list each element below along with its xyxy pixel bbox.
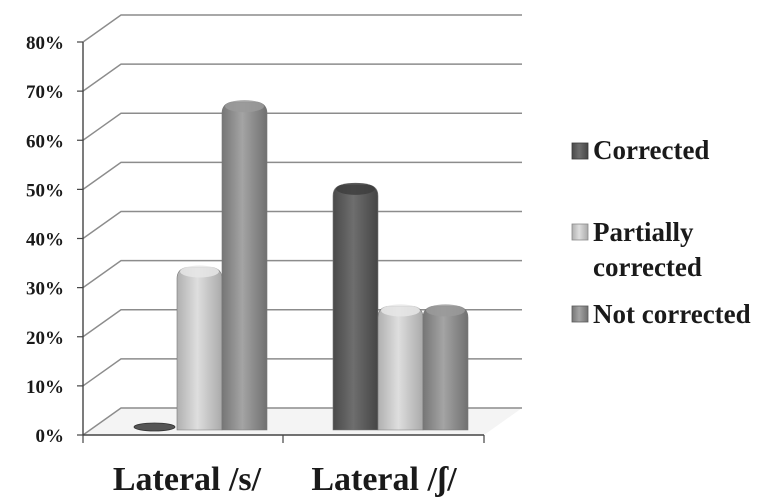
gridline: [82, 210, 522, 240]
gridline: [82, 161, 522, 190]
gridline: [82, 14, 522, 43]
y-tick-label: 10%: [26, 377, 64, 398]
x-tick-label-lateral-sh: Lateral /ʃ/: [311, 461, 457, 498]
bar-not-corrected-1: [221, 100, 268, 431]
bar-not-corrected-2: [422, 304, 469, 431]
gridline: [82, 112, 522, 141]
y-tick-label: 50%: [26, 180, 64, 201]
legend-label-corrected: Corrected: [593, 135, 709, 165]
legend-label-corrected-line2: corrected: [593, 252, 702, 282]
y-tick-label: 60%: [26, 131, 64, 152]
y-axis-ticks: 0% 10% 20% 30% 40% 50% 60% 70% 80%: [26, 33, 83, 447]
gridline: [82, 259, 522, 289]
legend-label-partially: Partially: [593, 217, 694, 247]
legend-swatch-not-corrected: [571, 305, 589, 323]
bar-corrected-1: [133, 422, 176, 432]
legend-label-not-corrected: Not corrected: [593, 299, 751, 329]
legend: Corrected Partially corrected Not correc…: [571, 135, 751, 329]
y-tick-label: 80%: [26, 33, 64, 54]
y-tick-label: 30%: [26, 279, 64, 300]
legend-swatch-partially-corrected: [571, 223, 589, 241]
bar-partially-corrected-1: [176, 265, 223, 431]
legend-item-not-corrected: Not corrected: [571, 299, 751, 329]
legend-item-partially-corrected: Partially corrected: [571, 217, 702, 282]
y-tick-label: 20%: [26, 328, 64, 349]
bar-corrected-2: [332, 182, 379, 431]
y-tick-label: 40%: [26, 230, 64, 251]
legend-item-corrected: Corrected: [571, 135, 709, 165]
bars: [133, 100, 469, 432]
legend-swatch-corrected: [571, 142, 589, 160]
y-tick-label: 0%: [36, 426, 65, 447]
y-tick-label: 70%: [26, 82, 64, 103]
gridline: [82, 63, 522, 92]
bar-partially-corrected-2: [377, 304, 424, 431]
x-tick-label-lateral-s: Lateral /s/: [113, 461, 262, 498]
